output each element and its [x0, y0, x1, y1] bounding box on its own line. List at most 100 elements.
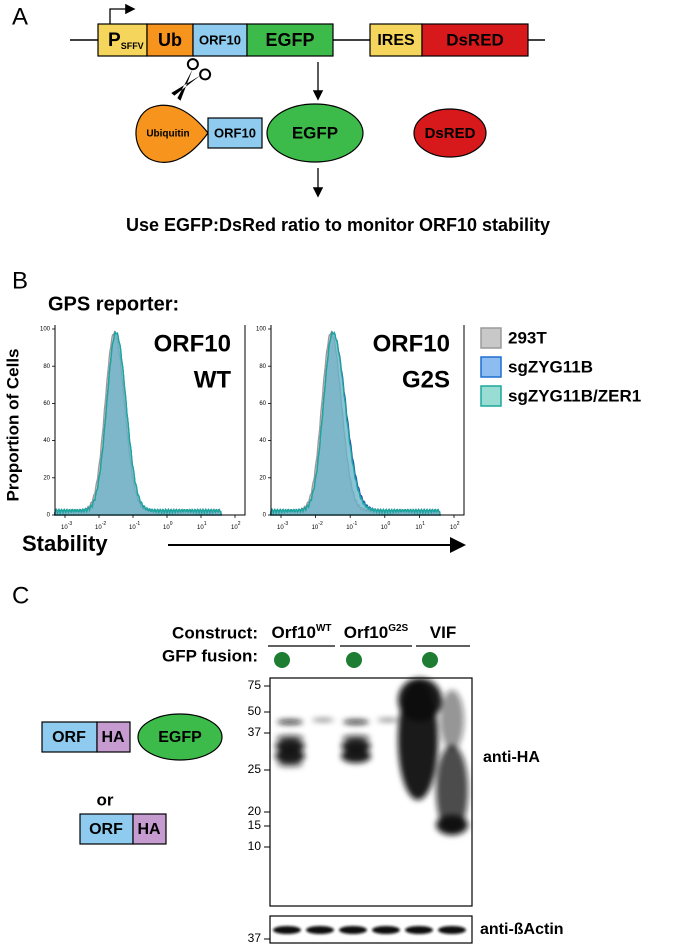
band: [377, 718, 399, 722]
orf-text: ORF: [52, 729, 86, 746]
legend-label: sgZYG11B/ZER1: [508, 386, 641, 405]
band: [277, 761, 303, 767]
construct-label: Construct:: [172, 623, 258, 642]
x-tick-label: 102: [450, 521, 460, 530]
ires-text: IRES: [377, 32, 415, 49]
x-tick-label: 10-3: [61, 521, 72, 530]
x-tick-label: 102: [231, 521, 241, 530]
x-tick-exponent: 1: [204, 521, 207, 527]
construct-name: Orf10WT: [272, 623, 332, 643]
x-tick-exponent: 1: [422, 521, 425, 527]
or-text: or: [97, 790, 114, 809]
band: [398, 678, 442, 722]
band: [342, 735, 370, 741]
x-tick-base: 10: [129, 525, 136, 531]
panel-title: GPS reporter:: [48, 293, 179, 315]
x-tick-base: 10: [346, 525, 353, 531]
x-tick-exponent: -3: [68, 521, 73, 527]
legend-label: 293T: [508, 328, 547, 347]
blot-label: anti-HA: [483, 749, 540, 766]
x-tick-label: 100: [381, 521, 391, 530]
x-tick-label: 10-1: [346, 521, 357, 530]
x-tick-label: 10-2: [312, 521, 323, 530]
construct-main: Orf10: [344, 623, 388, 642]
band: [436, 815, 468, 835]
marker-label: 37: [248, 725, 262, 739]
y-tick-label: 0: [263, 513, 267, 519]
x-tick-base: 10: [163, 525, 170, 531]
y-tick-label: 0: [47, 513, 51, 519]
egfp-shape: [137, 713, 223, 761]
x-tick-exponent: -2: [318, 521, 323, 527]
construct-name: Orf10G2S: [344, 623, 409, 643]
x-tick-base: 10: [95, 525, 102, 531]
x-tick-exponent: 2: [238, 521, 241, 527]
x-tick-base: 10: [197, 525, 204, 531]
x-tick-exponent: -1: [353, 521, 358, 527]
egfp-text: EGFP: [158, 729, 202, 746]
y-tick-label: 100: [256, 327, 267, 333]
band: [341, 740, 371, 752]
construct-main: VIF: [430, 623, 456, 642]
band: [312, 718, 334, 722]
histogram-curve: [54, 330, 223, 516]
x-tick-base: 10: [277, 525, 284, 531]
marker-label: 15: [248, 818, 262, 832]
scissor-handle: [186, 58, 199, 71]
histogram-curve: [54, 330, 223, 516]
y-tick-label: 40: [43, 438, 50, 444]
x-tick-base: 10: [415, 525, 422, 531]
band: [341, 749, 371, 763]
marker-label: 25: [248, 762, 262, 776]
scissors-icon: [171, 58, 212, 101]
plot-label: ORF10: [373, 330, 450, 357]
histogram-curve: [54, 330, 223, 516]
ha-text: HA: [101, 729, 125, 746]
legend-swatch: [480, 385, 502, 407]
band: [277, 719, 303, 725]
axis-frame: [54, 325, 246, 516]
x-tick-label: 101: [197, 521, 207, 530]
blot-bands: [275, 678, 468, 835]
x-tick-label: 10-3: [277, 521, 288, 530]
construct-main: Orf10: [272, 623, 316, 642]
y-tick-label: 20: [43, 475, 50, 481]
y-tick-label: 60: [259, 401, 266, 407]
x-tick-exponent: 0: [387, 521, 390, 527]
dsred-box: [421, 23, 529, 57]
egfp-box: [246, 23, 334, 57]
orf-text: ORF10: [199, 32, 241, 47]
construct-sup: WT: [316, 623, 332, 634]
x-tick-label: 10-1: [129, 521, 140, 530]
construct-sup: G2S: [388, 623, 408, 634]
x-tick-label: 101: [415, 521, 425, 530]
orf-box: [41, 721, 98, 753]
y-tick-label: 60: [43, 401, 50, 407]
x-tick-exponent: 0: [170, 521, 173, 527]
axis-frame: [270, 325, 465, 516]
ha-box: [96, 721, 131, 753]
orf-box: [79, 813, 134, 845]
construct-name: VIF: [430, 623, 456, 642]
scissor-handle: [199, 68, 212, 81]
band: [275, 749, 305, 763]
dsred-shape: [413, 108, 487, 158]
band: [440, 690, 464, 750]
promoter-arrow: [109, 3, 136, 24]
x-tick-exponent: -1: [136, 521, 141, 527]
ubiquitin-text: Ubiquitin: [146, 129, 189, 140]
orf-box: [192, 23, 248, 57]
actin-bands: [273, 926, 466, 934]
ub-box: [146, 23, 194, 57]
caption: Use EGFP:DsRed ratio to monitor ORF10 st…: [126, 215, 550, 235]
x-tick-label: 100: [163, 521, 173, 530]
egfp-product-text: EGFP: [292, 123, 338, 142]
dsred-text: DsRED: [446, 30, 504, 49]
plot-label: WT: [194, 366, 232, 393]
band: [343, 719, 369, 725]
ires-box: [369, 23, 423, 57]
ha-box: [132, 813, 167, 845]
gfp-dot: [274, 652, 290, 668]
marker-label: 37: [248, 931, 262, 945]
